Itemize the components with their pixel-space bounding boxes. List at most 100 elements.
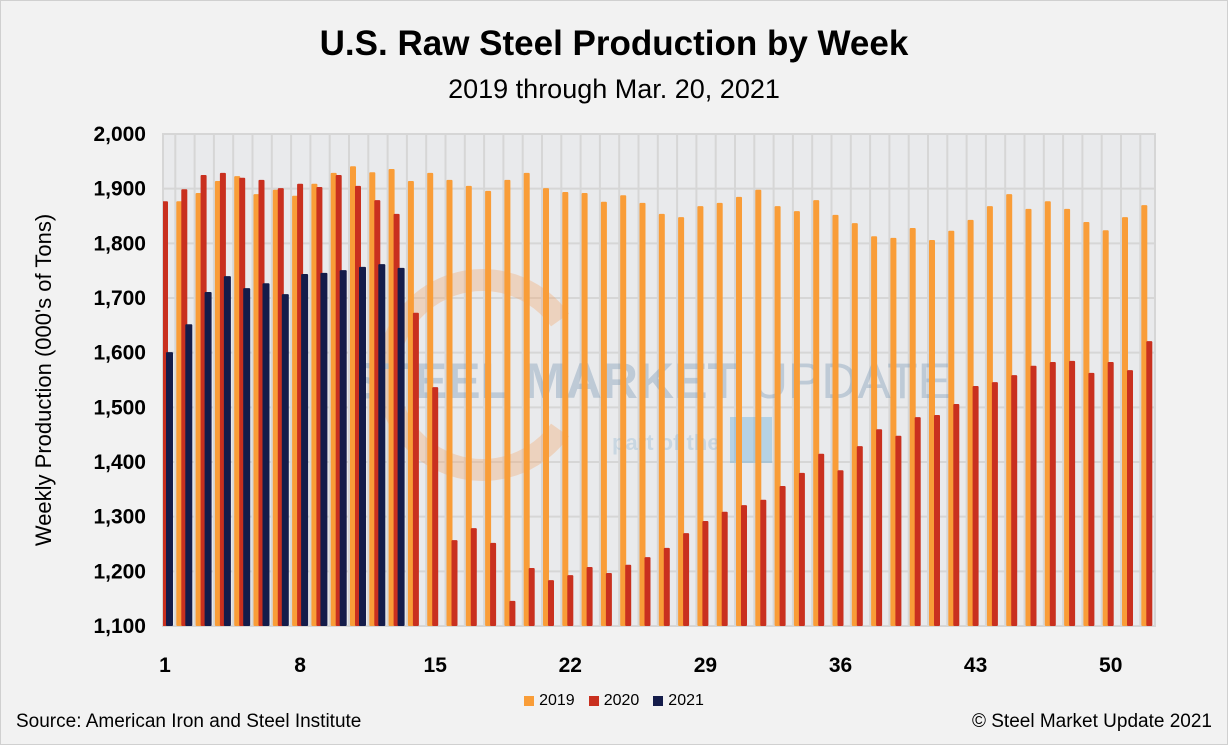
bar-2021-week-13 [397, 267, 405, 626]
bar-2021-week-2 [185, 324, 193, 626]
y-tick-label: 1,800 [93, 232, 146, 255]
bar-2019-week-39 [890, 237, 897, 626]
bar-2019-week-42 [948, 230, 955, 626]
bar-2019-week-24 [600, 201, 607, 626]
bar-2019-week-3 [195, 193, 202, 627]
bar-2020-week-21 [548, 580, 554, 626]
x-tick-label: 22 [559, 654, 582, 677]
bar-2020-week-38 [876, 429, 883, 626]
bar-2020-week-30 [721, 511, 728, 626]
bar-2019-week-28 [678, 217, 685, 627]
legend-swatch [588, 696, 599, 706]
bar-2019-week-19 [504, 179, 511, 627]
x-tick-label: 29 [694, 654, 717, 677]
bar-2020-week-37 [856, 446, 863, 626]
bar-2020-week-40 [914, 417, 921, 626]
bar-2020-week-47 [1049, 361, 1056, 626]
bar-2021-week-8 [301, 273, 309, 626]
bar-2019-week-52 [1141, 205, 1148, 627]
y-tick-label: 1,100 [93, 615, 146, 638]
copyright-note: © Steel Market Update 2021 [971, 711, 1212, 732]
bar-2019-week-6 [253, 194, 260, 626]
bar-2020-week-24 [605, 572, 612, 626]
bar-2021-week-1 [166, 352, 173, 626]
bar-2019-week-44 [986, 206, 993, 626]
bar-2019-week-32 [755, 189, 762, 626]
bar-2019-week-46 [1025, 208, 1032, 627]
bar-2019-week-2 [176, 201, 183, 627]
legend-swatch [524, 696, 535, 706]
bar-2019-week-38 [871, 236, 878, 626]
bar-2021-week-5 [243, 288, 251, 626]
bar-2021-week-4 [223, 276, 231, 626]
bar-2019-week-13 [388, 168, 395, 626]
y-tick-label: 1,900 [93, 178, 146, 201]
legend-item-2020: 2020 [588, 692, 639, 710]
y-tick-label: 1,700 [93, 287, 146, 310]
bar-2020-week-39 [895, 435, 902, 626]
bar-2020-week-48 [1069, 360, 1076, 626]
bar-2019-week-33 [774, 206, 781, 626]
bar-2020-week-50 [1107, 361, 1114, 626]
bar-2019-week-45 [1006, 194, 1013, 626]
x-tick-label: 36 [829, 654, 852, 677]
chart-subtitle: 2019 through Mar. 20, 2021 [448, 74, 780, 104]
bar-2020-week-45 [1011, 375, 1018, 626]
bar-2020-week-26 [644, 557, 651, 626]
bar-2021-week-7 [281, 294, 289, 626]
bar-2020-week-42 [953, 404, 960, 626]
bar-2019-week-22 [562, 191, 569, 627]
y-tick-label: 1,200 [93, 560, 146, 583]
bar-2020-week-52 [1146, 341, 1153, 626]
bar-2019-week-7 [272, 189, 279, 626]
bar-2021-week-3 [204, 291, 212, 626]
bar-2020-week-28 [683, 533, 690, 626]
bar-2020-week-49 [1088, 372, 1095, 626]
bar-2019-week-4 [214, 181, 221, 626]
bar-2019-week-40 [909, 228, 916, 626]
bar-2019-week-10 [330, 172, 337, 626]
bar-2020-week-34 [798, 472, 805, 626]
bar-2019-week-50 [1102, 230, 1109, 627]
y-tick-label: 1,300 [93, 506, 146, 529]
bar-2020-week-16 [451, 540, 458, 626]
bar-2019-week-41 [929, 240, 935, 626]
bar-2019-week-17 [465, 185, 472, 626]
bar-2020-week-36 [837, 470, 844, 626]
legend: 2019 2020 2021 [0, 692, 1228, 710]
bar-2019-week-36 [832, 214, 839, 626]
bar-2019-week-26 [639, 202, 646, 626]
y-tick-label: 1,600 [93, 342, 146, 365]
bar-2021-week-12 [378, 264, 386, 626]
legend-item-2021: 2021 [653, 692, 704, 710]
watermark-swoosh [376, 269, 569, 481]
bar-2020-week-17 [470, 528, 477, 626]
bar-2019-week-11 [350, 166, 356, 626]
watermark-text: STEEL MARKET UPDATE [350, 353, 951, 409]
bar-2020-week-35 [818, 453, 825, 626]
y-tick-label: 2,000 [93, 123, 146, 146]
bar-2019-week-43 [967, 219, 974, 626]
y-tick-label: 1,500 [93, 396, 146, 419]
bar-2020-week-41 [934, 414, 940, 626]
x-tick-label: 50 [1099, 654, 1122, 677]
bar-2020-week-18 [490, 542, 497, 626]
bar-2020-week-29 [702, 521, 709, 626]
x-tick-label: 1 [159, 654, 171, 677]
bars [163, 166, 1153, 627]
bar-2021-week-9 [320, 272, 328, 626]
bar-2019-week-5 [234, 176, 241, 627]
axes: 1,100 1,200 1,300 1,400 1,500 1,600 1,700 1,800… [93, 123, 1122, 677]
legend-swatch [653, 696, 664, 706]
chart-title: U.S. Raw Steel Production by Week [319, 24, 909, 63]
bar-2020-week-25 [625, 564, 632, 626]
bar-2020-week-33 [779, 486, 786, 626]
bar-2020-week-46 [1030, 365, 1037, 626]
bar-2021-week-11 [359, 266, 366, 626]
legend-label: 2021 [668, 692, 704, 709]
bar-2019-week-34 [793, 211, 800, 626]
bar-2019-week-31 [736, 196, 742, 626]
bar-2020-week-15 [432, 387, 439, 626]
legend-item-2019: 2019 [524, 692, 575, 710]
